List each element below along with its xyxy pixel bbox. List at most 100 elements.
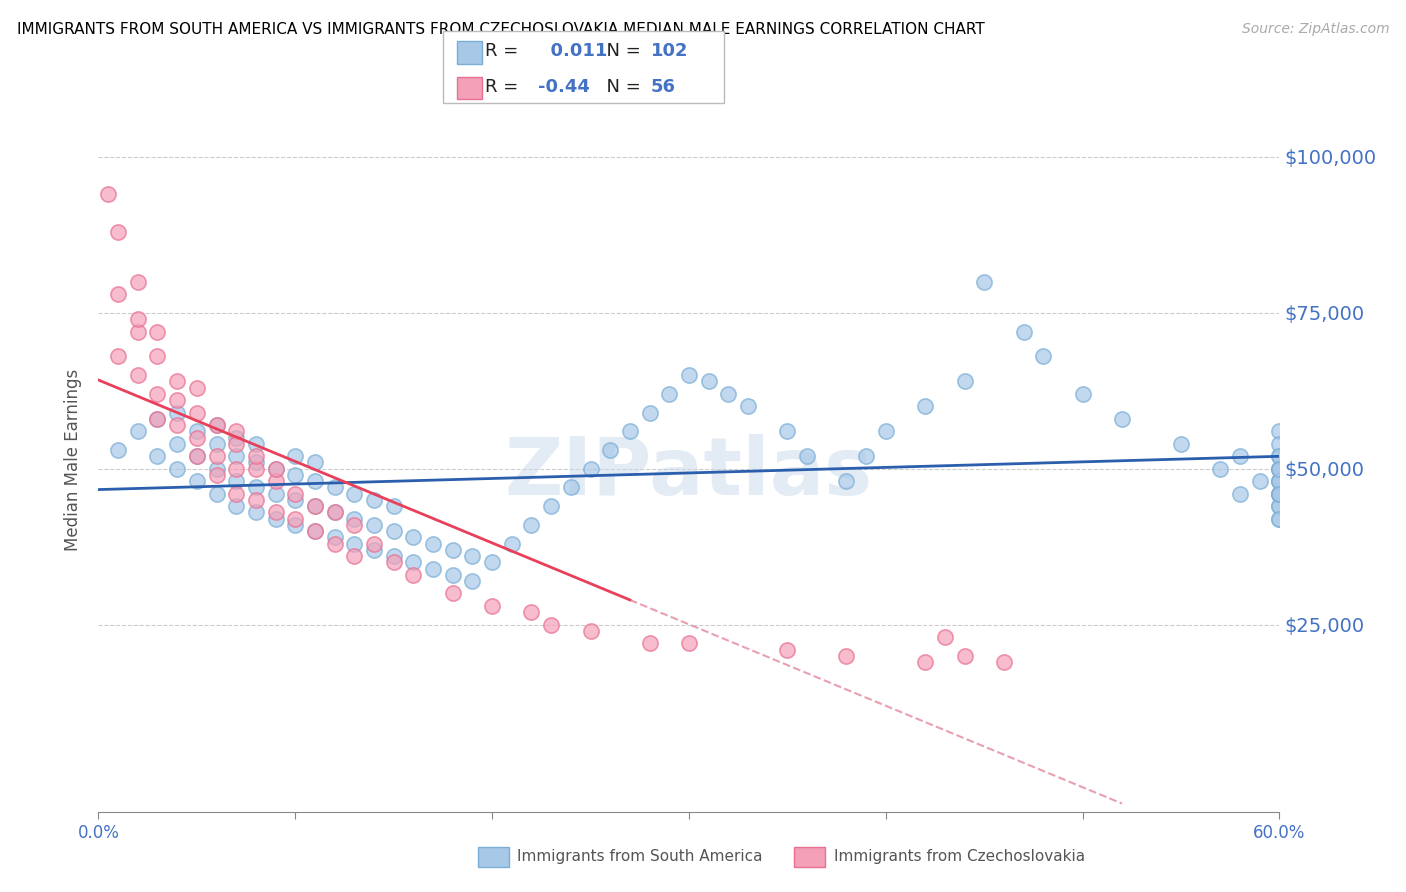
Text: 56: 56 xyxy=(651,78,676,95)
Point xyxy=(1268,511,1291,525)
Point xyxy=(1229,486,1251,500)
Point xyxy=(245,492,267,507)
Point xyxy=(127,368,149,383)
Point xyxy=(343,536,366,550)
Point xyxy=(717,387,740,401)
Point xyxy=(127,312,149,326)
Point xyxy=(363,542,385,557)
Point xyxy=(245,455,267,469)
Point xyxy=(1268,486,1291,500)
Point xyxy=(225,437,247,451)
Point xyxy=(1268,450,1291,464)
Point xyxy=(186,450,208,464)
Point xyxy=(776,425,799,439)
Point xyxy=(343,549,366,563)
Point xyxy=(1268,461,1291,475)
Point xyxy=(323,480,346,494)
Point xyxy=(678,636,700,650)
Point xyxy=(441,586,464,600)
Point xyxy=(304,455,326,469)
Point xyxy=(146,412,169,426)
Point xyxy=(579,461,602,475)
Point xyxy=(776,642,799,657)
Point xyxy=(225,425,247,439)
Point xyxy=(1268,425,1291,439)
Text: ZIPatlas: ZIPatlas xyxy=(505,434,873,513)
Point xyxy=(245,450,267,464)
Text: 102: 102 xyxy=(651,42,689,60)
Point xyxy=(737,400,759,414)
Point xyxy=(264,511,287,525)
Point xyxy=(481,555,503,569)
Text: 0.011: 0.011 xyxy=(538,42,607,60)
Point xyxy=(205,467,228,482)
Point xyxy=(166,461,188,475)
Point xyxy=(186,450,208,464)
Point xyxy=(107,225,129,239)
Point xyxy=(146,350,169,364)
Text: N =: N = xyxy=(595,78,647,95)
Point xyxy=(481,599,503,613)
Point xyxy=(264,486,287,500)
Point xyxy=(146,387,169,401)
Point xyxy=(1268,461,1291,475)
Point xyxy=(953,648,976,663)
Point xyxy=(520,517,543,532)
Point xyxy=(205,461,228,475)
Point xyxy=(146,450,169,464)
Point xyxy=(166,437,188,451)
Point xyxy=(382,499,405,513)
Point xyxy=(107,350,129,364)
Point xyxy=(1170,437,1192,451)
Point xyxy=(1012,325,1035,339)
Point xyxy=(323,505,346,519)
Point xyxy=(186,425,208,439)
Point xyxy=(304,474,326,488)
Text: Immigrants from Czechoslovakia: Immigrants from Czechoslovakia xyxy=(834,849,1085,863)
Point xyxy=(323,505,346,519)
Point xyxy=(638,406,661,420)
Point xyxy=(284,492,307,507)
Point xyxy=(402,530,425,544)
Point xyxy=(97,187,120,202)
Point xyxy=(461,549,484,563)
Point xyxy=(264,474,287,488)
Point xyxy=(225,450,247,464)
Point xyxy=(1268,474,1291,488)
Point xyxy=(343,517,366,532)
Point xyxy=(1229,450,1251,464)
Point xyxy=(1268,499,1291,513)
Point xyxy=(914,400,936,414)
Text: R =: R = xyxy=(485,42,524,60)
Point xyxy=(953,375,976,389)
Point xyxy=(1268,499,1291,513)
Point xyxy=(245,437,267,451)
Text: IMMIGRANTS FROM SOUTH AMERICA VS IMMIGRANTS FROM CZECHOSLOVAKIA MEDIAN MALE EARN: IMMIGRANTS FROM SOUTH AMERICA VS IMMIGRA… xyxy=(17,22,984,37)
Point xyxy=(540,617,562,632)
Point xyxy=(205,450,228,464)
Point xyxy=(225,431,247,445)
Point xyxy=(323,536,346,550)
Point xyxy=(599,443,621,458)
Y-axis label: Median Male Earnings: Median Male Earnings xyxy=(65,368,83,550)
Point xyxy=(422,536,444,550)
Point xyxy=(166,418,188,433)
Point xyxy=(245,461,267,475)
Point xyxy=(146,325,169,339)
Point xyxy=(520,605,543,619)
Point xyxy=(501,536,523,550)
Point xyxy=(1209,461,1232,475)
Point xyxy=(579,624,602,638)
Point xyxy=(166,393,188,408)
Point xyxy=(363,517,385,532)
Point xyxy=(1268,486,1291,500)
Point xyxy=(205,437,228,451)
Point xyxy=(993,655,1015,669)
Point xyxy=(166,406,188,420)
Point xyxy=(186,431,208,445)
Point xyxy=(186,381,208,395)
Point xyxy=(127,275,149,289)
Point xyxy=(1268,474,1291,488)
Point xyxy=(441,542,464,557)
Point xyxy=(441,567,464,582)
